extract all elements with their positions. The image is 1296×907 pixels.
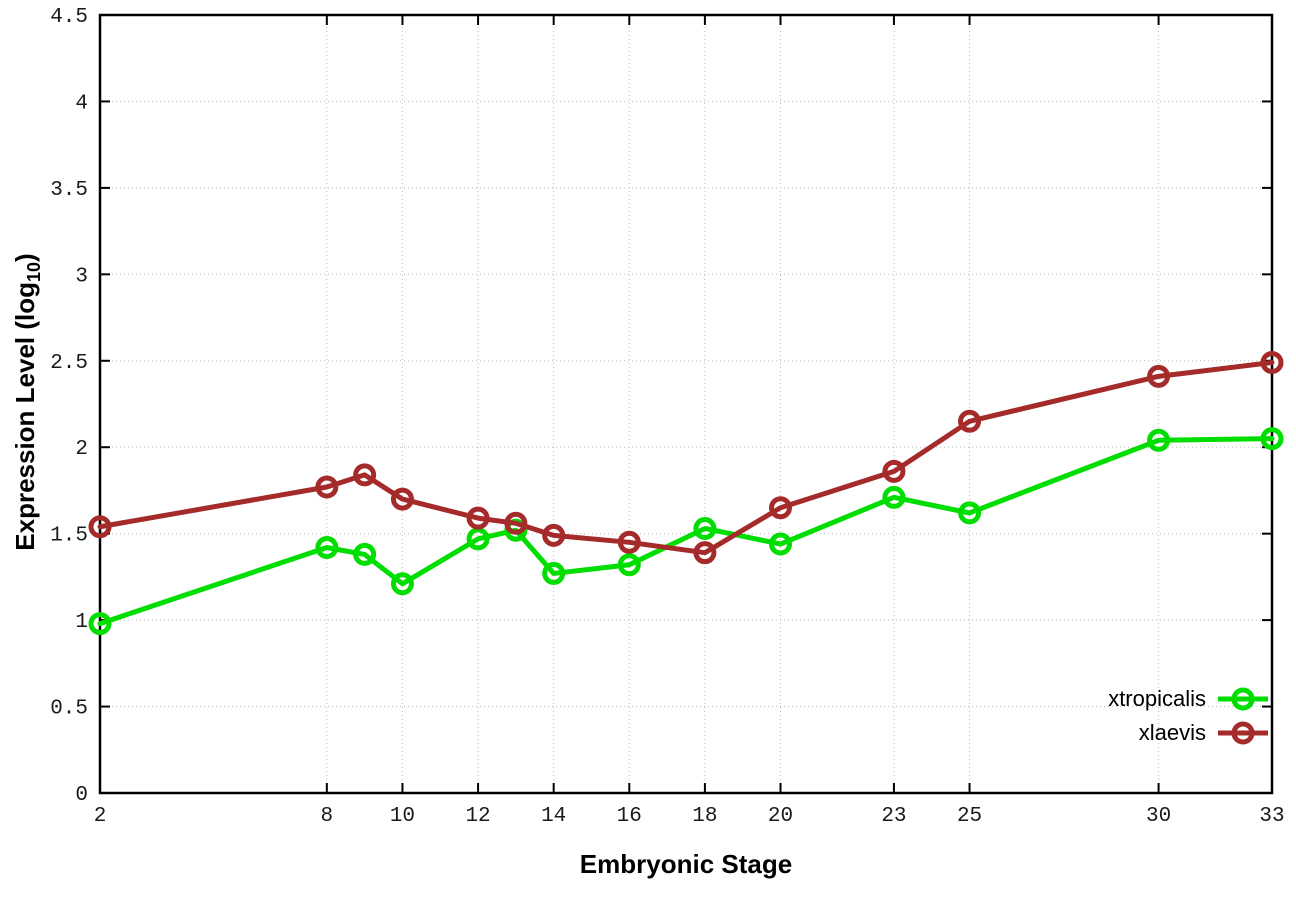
- data-point-xlaevis: [693, 541, 717, 565]
- x-tick-label: 8: [321, 805, 334, 828]
- data-point-xlaevis: [542, 523, 566, 547]
- data-point-xlaevis: [466, 506, 490, 530]
- x-tick-label: 18: [692, 805, 717, 828]
- x-tick-label: 10: [390, 805, 415, 828]
- data-point-xlaevis: [353, 463, 377, 487]
- data-point-xtropicalis: [315, 535, 339, 559]
- x-tick-label: 20: [768, 805, 793, 828]
- y-tick-label: 2: [75, 438, 88, 461]
- y-axis-title: Expression Level (log10): [10, 192, 44, 612]
- data-point-xlaevis: [315, 475, 339, 499]
- y-tick-label: 0: [75, 784, 88, 807]
- x-tick-label: 14: [541, 805, 566, 828]
- data-point-xtropicalis: [466, 527, 490, 551]
- data-point-xtropicalis: [769, 532, 793, 556]
- data-point-xlaevis: [88, 515, 112, 539]
- data-point-xtropicalis: [693, 516, 717, 540]
- data-point-xlaevis: [617, 530, 641, 554]
- x-tick-label: 30: [1146, 805, 1171, 828]
- data-point-xlaevis: [958, 409, 982, 433]
- legend-item-xlaevis: xlaevis: [1108, 718, 1270, 748]
- data-point-xtropicalis: [1147, 428, 1171, 452]
- data-point-xtropicalis: [353, 542, 377, 566]
- y-tick-label: 0.5: [50, 698, 88, 721]
- data-point-xtropicalis: [958, 501, 982, 525]
- legend-marker-circle-icon: [1218, 687, 1268, 711]
- data-point-xlaevis: [1260, 351, 1284, 375]
- y-axis-title-subscript: 10: [24, 261, 44, 282]
- data-point-xtropicalis: [88, 612, 112, 636]
- data-point-xtropicalis: [542, 561, 566, 585]
- x-tick-label: 33: [1259, 805, 1284, 828]
- legend: xtropicalis xlaevis: [1108, 684, 1270, 748]
- data-point-xtropicalis: [1260, 427, 1284, 451]
- y-tick-label: 4.5: [50, 6, 88, 29]
- data-point-xtropicalis: [617, 553, 641, 577]
- series-line-xtropicalis: [97, 436, 1275, 627]
- data-point-xlaevis: [769, 496, 793, 520]
- data-point-xtropicalis: [882, 485, 906, 509]
- y-tick-label: 3: [75, 265, 88, 288]
- y-tick-label: 4: [75, 92, 88, 115]
- legend-item-xtropicalis: xtropicalis: [1108, 684, 1270, 714]
- data-point-xlaevis: [390, 487, 414, 511]
- y-axis-title-close: ): [10, 253, 40, 262]
- legend-label-xlaevis: xlaevis: [1138, 720, 1206, 745]
- x-axis-title: Embryonic Stage: [579, 849, 793, 879]
- data-point-xlaevis: [504, 511, 528, 535]
- series-line-xlaevis: [97, 360, 1275, 556]
- x-tick-label: 12: [465, 805, 490, 828]
- legend-marker-circle-icon: [1218, 721, 1268, 745]
- x-tick-label: 16: [617, 805, 642, 828]
- y-axis-title-text: Expression Level (log: [10, 281, 40, 551]
- x-tick-label: 2: [94, 805, 107, 828]
- y-tick-label: 2.5: [50, 352, 88, 375]
- y-tick-label: 1.5: [50, 525, 88, 548]
- x-tick-label: 25: [957, 805, 982, 828]
- legend-label-xtropicalis: xtropicalis: [1108, 686, 1206, 711]
- y-tick-label: 3.5: [50, 179, 88, 202]
- data-point-xlaevis: [882, 459, 906, 483]
- data-point-xlaevis: [1147, 364, 1171, 388]
- plot-border: [98, 13, 1274, 795]
- data-point-xtropicalis: [390, 572, 414, 596]
- y-tick-label: 1: [75, 611, 88, 634]
- x-tick-label: 23: [881, 805, 906, 828]
